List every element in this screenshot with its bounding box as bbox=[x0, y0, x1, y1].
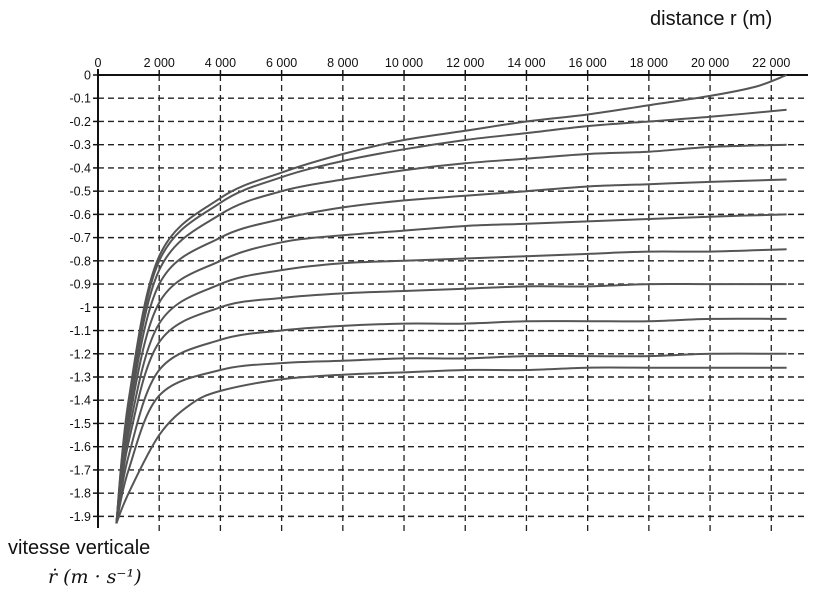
x-tick-label: 8 000 bbox=[327, 56, 358, 70]
y-tick-label: -0.3 bbox=[69, 138, 91, 152]
grid-lines bbox=[98, 75, 808, 534]
y-tick-label: 0 bbox=[84, 69, 91, 83]
x-tick-label: 2 000 bbox=[144, 56, 175, 70]
y-tick-label: -0.4 bbox=[69, 161, 91, 175]
axes bbox=[93, 69, 808, 528]
x-axis-label: distance r (m) bbox=[650, 8, 773, 30]
curve-line bbox=[115, 178, 787, 524]
y-tick-labels: 0 -0.1 -0.2 -0.3 -0.4 -0.5 -0.6 -0.7 -0.8 -0.9 -1 -… bbox=[69, 69, 91, 524]
y-tick-label: -1.3 bbox=[69, 371, 91, 385]
x-tick-label: 16 000 bbox=[569, 56, 607, 70]
x-tick-label: 18 000 bbox=[630, 56, 668, 70]
y-tick-label: -0.6 bbox=[69, 208, 91, 222]
y-tick-label: -0.8 bbox=[69, 254, 91, 268]
x-tick-label: 0 bbox=[95, 56, 102, 70]
y-tick-label: -1.7 bbox=[69, 463, 91, 477]
x-tick-label: 22 000 bbox=[752, 56, 790, 70]
x-tick-label: 12 000 bbox=[446, 56, 484, 70]
y-tick-label: -0.1 bbox=[69, 92, 91, 106]
curve-line bbox=[115, 248, 787, 524]
x-tick-label: 6 000 bbox=[266, 56, 297, 70]
x-tick-label: 20 000 bbox=[691, 56, 729, 70]
curves bbox=[115, 74, 787, 524]
y-tick-label: -1 bbox=[80, 301, 91, 315]
y-tick-label: -1.2 bbox=[69, 347, 91, 361]
x-tick-label: 4 000 bbox=[205, 56, 236, 70]
x-tick-label: 10 000 bbox=[385, 56, 423, 70]
y-axis-label: vitesse verticale bbox=[8, 537, 151, 559]
curve-line bbox=[115, 366, 787, 524]
y-tick-label: -1.9 bbox=[69, 510, 91, 524]
y-tick-label: -0.9 bbox=[69, 278, 91, 292]
y-tick-label: -1.6 bbox=[69, 440, 91, 454]
curve-line bbox=[115, 74, 787, 524]
curve-line bbox=[115, 108, 787, 524]
y-tick-label: -0.2 bbox=[69, 115, 91, 129]
y-tick-label: -1.4 bbox=[69, 394, 91, 408]
y-axis-unit: ṙ (m · s⁻¹) bbox=[48, 566, 142, 588]
y-tick-label: -1.5 bbox=[69, 417, 91, 431]
curve-line bbox=[115, 317, 787, 524]
y-tick-label: -0.5 bbox=[69, 185, 91, 199]
y-tick-label: -1.1 bbox=[69, 324, 91, 338]
x-tick-label: 14 000 bbox=[507, 56, 545, 70]
curve-line bbox=[115, 352, 787, 524]
x-tick-labels: 0 2 000 4 000 6 000 8 000 10 000 12 000 14 000 1… bbox=[95, 56, 791, 70]
curve-line bbox=[115, 143, 787, 524]
curve-line bbox=[115, 213, 787, 524]
y-tick-label: -1.8 bbox=[69, 487, 91, 501]
curve-line bbox=[115, 282, 787, 524]
y-tick-label: -0.7 bbox=[69, 231, 91, 245]
